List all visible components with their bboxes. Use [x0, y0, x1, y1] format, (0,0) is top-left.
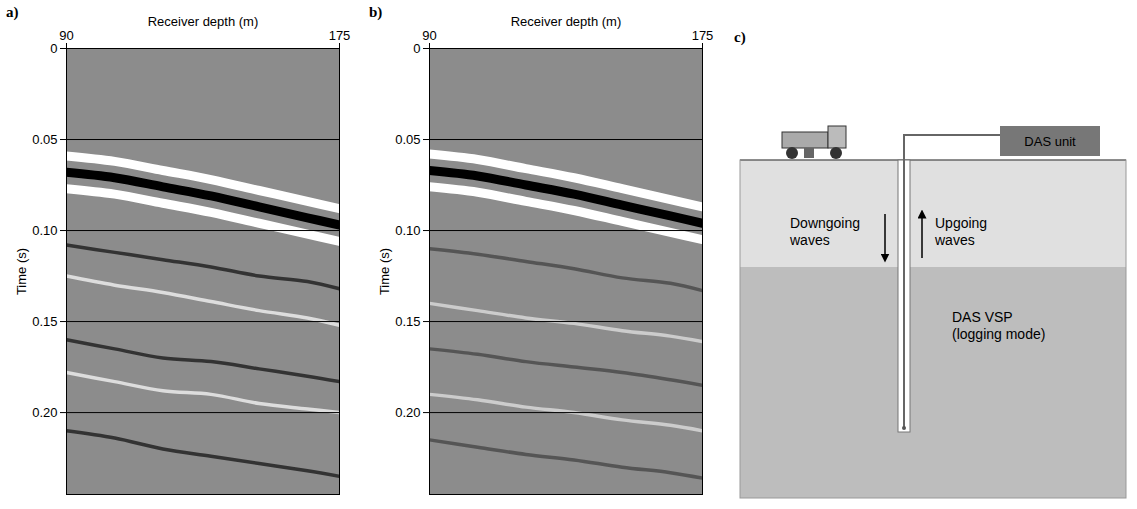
svg-text:90: 90 [422, 28, 436, 43]
svg-text:DAS VSP(logging mode): DAS VSP(logging mode) [952, 309, 1045, 342]
svg-text:Receiver depth (m): Receiver depth (m) [511, 14, 622, 29]
html-text:a): a) [6, 4, 19, 20]
svg-text:175: 175 [329, 28, 351, 43]
svg-text:0.10: 0.10 [32, 223, 57, 238]
svg-text:Time (s): Time (s) [377, 248, 392, 295]
svg-text:Upgoingwaves: Upgoingwaves [934, 215, 987, 248]
svg-text:0: 0 [50, 41, 57, 56]
svg-text:0.05: 0.05 [32, 132, 57, 147]
svg-text:90: 90 [59, 28, 73, 43]
html-text:b): b) [369, 4, 383, 20]
svg-text:0.05: 0.05 [395, 132, 420, 147]
svg-text:Time (s): Time (s) [14, 248, 29, 295]
svg-text:0.20: 0.20 [32, 405, 57, 420]
svg-text:Receiver depth (m): Receiver depth (m) [148, 14, 259, 29]
svg-text:0.15: 0.15 [32, 314, 57, 329]
svg-text:DAS unit: DAS unit [1024, 134, 1076, 149]
svg-text:c): c) [734, 29, 746, 46]
svg-text:0.10: 0.10 [395, 223, 420, 238]
svg-text:0.15: 0.15 [395, 314, 420, 329]
svg-text:0: 0 [413, 41, 420, 56]
svg-text:Downgoingwaves: Downgoingwaves [789, 215, 860, 248]
svg-text:0.20: 0.20 [395, 405, 420, 420]
svg-text:175: 175 [692, 28, 714, 43]
